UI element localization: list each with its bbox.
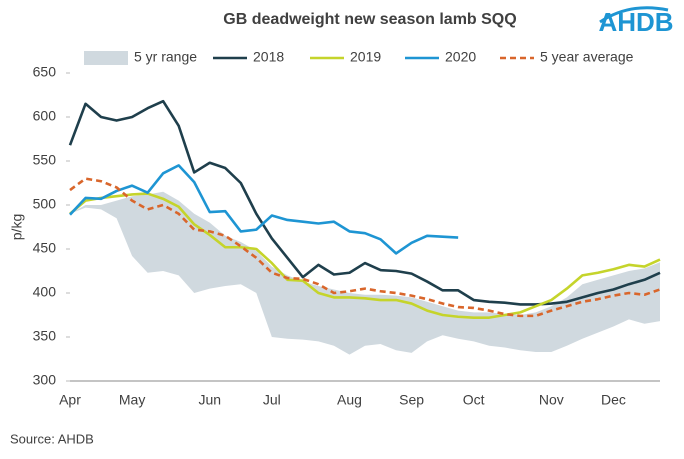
legend-label: 5 yr range — [134, 49, 197, 65]
y-tick-label: 450 — [33, 240, 57, 256]
y-tick-label: 350 — [33, 328, 57, 344]
y-tick-label: 300 — [33, 372, 57, 388]
x-tick-label: Sep — [399, 392, 424, 408]
x-tick-label: May — [119, 392, 145, 408]
chart-title: GB deadweight new season lamb SQQ — [223, 11, 516, 28]
x-tick-label: Nov — [539, 392, 564, 408]
logo-swoosh — [599, 6, 669, 24]
y-tick-label: 550 — [33, 152, 57, 168]
x-tick-label: Aug — [337, 392, 362, 408]
x-tick-label: Jul — [263, 392, 281, 408]
legend-swatch — [84, 51, 128, 65]
legend-label: 2020 — [445, 49, 476, 65]
x-tick-label: Apr — [59, 392, 81, 408]
legend-label: 2019 — [350, 49, 381, 65]
legend-label: 5 year average — [540, 49, 634, 65]
source: Source: AHDB — [10, 431, 94, 446]
x-tick-label: Oct — [463, 392, 485, 408]
y-axis-label: p/kg — [9, 214, 25, 240]
series-line — [69, 192, 661, 319]
x-tick-label: Dec — [601, 392, 626, 408]
series-line — [69, 177, 661, 318]
series-line — [69, 164, 459, 255]
y-tick-label: 500 — [33, 196, 57, 212]
y-tick-label: 400 — [33, 284, 57, 300]
y-tick-label: 650 — [33, 64, 57, 80]
x-tick-label: Jun — [198, 392, 221, 408]
legend-label: 2018 — [253, 49, 284, 65]
series-line — [68, 99, 661, 306]
logo: AHDB — [598, 7, 673, 37]
y-tick-label: 600 — [33, 108, 57, 124]
range-band — [70, 191, 660, 355]
